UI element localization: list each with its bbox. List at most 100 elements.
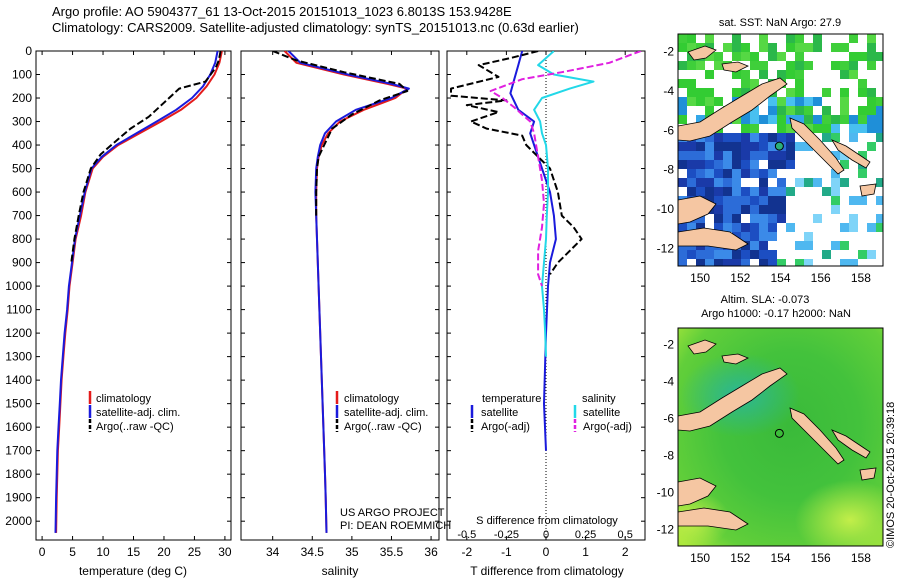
- sst-cell: [696, 223, 705, 232]
- sst-cell: [867, 115, 876, 124]
- sst-cell: [795, 259, 804, 266]
- sst-cell: [768, 187, 777, 196]
- sst-cell: [840, 88, 849, 97]
- sst-cell: [813, 178, 822, 187]
- sst-cell: [696, 61, 705, 70]
- sst-cell: [750, 52, 759, 61]
- sst-cell: [858, 52, 867, 61]
- sst-cell: [777, 151, 786, 160]
- sst-cell: [831, 241, 840, 250]
- sst-cell: [831, 43, 840, 52]
- sst-cell: [723, 205, 732, 214]
- sst-cell: [813, 43, 822, 52]
- sst-cell: [714, 187, 723, 196]
- sst-cell: [750, 79, 759, 88]
- sst-cell: [732, 196, 741, 205]
- legend-label-t-argo: Argo(-adj): [481, 421, 530, 433]
- sst-cell: [777, 70, 786, 79]
- sst-cell: [741, 160, 750, 169]
- sst-map: sat. SST: NaN Argo: 27.9: [677, 17, 884, 267]
- sst-cell: [840, 97, 849, 106]
- sst-cell: [732, 259, 741, 266]
- map-y-tick-label: -2: [663, 45, 674, 59]
- sst-cell: [858, 196, 867, 205]
- sst-cell: [876, 115, 883, 124]
- sst-cell: [777, 124, 786, 133]
- sst-cell: [813, 124, 822, 133]
- sst-cell: [876, 196, 883, 205]
- sst-cell: [759, 34, 768, 43]
- map-y-tick-label: -8: [663, 163, 674, 177]
- sst-cell: [804, 259, 813, 266]
- sst-cell: [768, 196, 777, 205]
- map-y-tick-label: -4: [663, 84, 674, 98]
- sst-cell: [786, 133, 795, 142]
- sst-cell: [750, 232, 759, 241]
- sst-cell: [732, 223, 741, 232]
- sst-cell: [849, 196, 858, 205]
- legend-label-s-argo: Argo(-adj): [583, 421, 632, 433]
- map-x-tick-label: 150: [690, 551, 710, 565]
- x-tick-label: -2: [461, 545, 472, 559]
- y-tick-label: 1400: [5, 373, 32, 387]
- sst-cell: [687, 187, 696, 196]
- sst-cell: [678, 160, 687, 169]
- sst-cell: [687, 223, 696, 232]
- sst-cell: [831, 187, 840, 196]
- sst-cell: [840, 223, 849, 232]
- sst-cell: [714, 178, 723, 187]
- sst-cell: [867, 97, 876, 106]
- sst-cell: [786, 223, 795, 232]
- sst-cell: [687, 151, 696, 160]
- sst-cell: [759, 70, 768, 79]
- sst-cell: [741, 250, 750, 259]
- sst-cell: [741, 133, 750, 142]
- sst-cell: [795, 142, 804, 151]
- y-tick-label: 1600: [5, 420, 32, 434]
- map-x-tick-label: 156: [811, 551, 831, 565]
- sst-cell: [678, 142, 687, 151]
- sst-cell: [759, 115, 768, 124]
- sst-cell: [831, 196, 840, 205]
- sst-cell: [687, 169, 696, 178]
- sst-map-title: sat. SST: NaN Argo: 27.9: [719, 17, 841, 29]
- sst-cell: [795, 70, 804, 79]
- sst-cell: [678, 61, 687, 70]
- sst-map-frame: [677, 33, 884, 267]
- sst-cell: [723, 133, 732, 142]
- sst-cell: [723, 250, 732, 259]
- sst-cell: [687, 178, 696, 187]
- sst-cell: [822, 187, 831, 196]
- sst-cell: [714, 196, 723, 205]
- series-line-t-satellite: [509, 51, 557, 451]
- sst-cell: [777, 259, 786, 266]
- sst-cell: [714, 223, 723, 232]
- series-line-t-argo-adj-: [450, 51, 583, 275]
- sst-cell: [777, 106, 786, 115]
- sst-cell: [750, 205, 759, 214]
- sst-cell: [876, 133, 883, 142]
- sst-cell: [858, 169, 867, 178]
- sla-map-argo-marker: [774, 428, 784, 438]
- sst-cell: [804, 232, 813, 241]
- sst-cell: [876, 124, 883, 133]
- x-tick-label: 2: [622, 545, 629, 559]
- sst-cell: [804, 43, 813, 52]
- sst-cell: [840, 115, 849, 124]
- sst-cell: [732, 205, 741, 214]
- map-x-tick-label: 154: [770, 551, 790, 565]
- sst-cell: [750, 133, 759, 142]
- legend-label-s-satellite: satellite: [583, 407, 620, 419]
- y-tick-label: 1500: [5, 397, 32, 411]
- sst-cell: [795, 115, 804, 124]
- sst-cell: [687, 43, 696, 52]
- sst-cell: [705, 97, 714, 106]
- sst-cell: [732, 187, 741, 196]
- sst-cell: [786, 97, 795, 106]
- legend-title-temperature: temperature: [482, 393, 541, 405]
- y-tick-label: 2000: [5, 514, 32, 528]
- sst-cell: [714, 250, 723, 259]
- sst-cell: [696, 169, 705, 178]
- sst-cell: [723, 223, 732, 232]
- sst-cell: [876, 52, 883, 61]
